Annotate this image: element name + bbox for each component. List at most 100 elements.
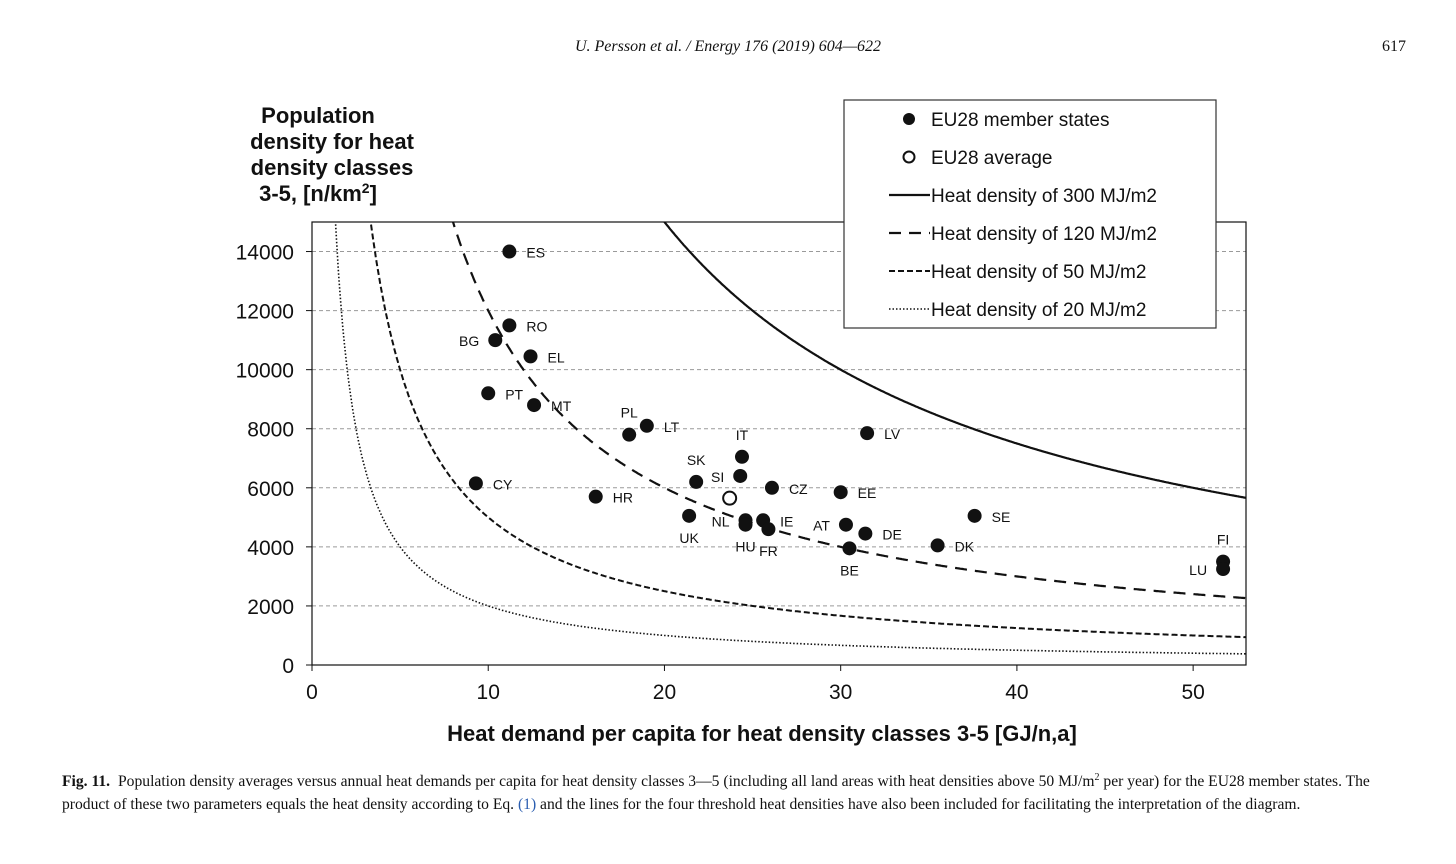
data-point-cz (764, 480, 779, 495)
data-point-si (733, 468, 748, 483)
legend-marker-filled-dot (903, 113, 915, 125)
data-point-label: PL (621, 405, 638, 421)
data-point-label: ES (526, 245, 545, 261)
y-tick-label: 12000 (236, 301, 294, 324)
data-point-label: IT (736, 427, 749, 443)
y-axis-label-line: Population (261, 103, 375, 128)
data-point-label: LV (884, 426, 901, 442)
data-point-es (502, 244, 517, 259)
y-axis-label-sup: 2 (362, 180, 370, 196)
data-point-label: FI (1217, 532, 1229, 548)
data-point-it (734, 449, 749, 464)
data-point-label: EL (548, 349, 565, 365)
y-axis-label: Population density for heat density clas… (250, 103, 414, 206)
threshold-curve-120 (451, 222, 1246, 600)
running-head: U. Persson et al. / Energy 176 (2019) 60… (574, 38, 882, 55)
data-point-label: SK (687, 452, 706, 468)
y-tick-label: 10000 (236, 360, 294, 383)
data-point-label: HR (613, 490, 633, 506)
legend-label: Heat density of 20 MJ/m2 (931, 300, 1146, 321)
data-point-label: CZ (789, 481, 808, 497)
data-point-label: LU (1189, 562, 1207, 578)
y-tick-label: 0 (282, 655, 294, 678)
data-point-label: SE (992, 509, 1011, 525)
data-point-label: AT (813, 518, 830, 534)
figure-caption: Fig. 11. Population density averages ver… (62, 770, 1412, 816)
caption-figure-label: Fig. 11. (62, 773, 111, 790)
legend-label: Heat density of 50 MJ/m2 (931, 262, 1146, 283)
data-point-pt (481, 386, 496, 401)
legend-marker-open-dot (902, 150, 916, 164)
y-tick-label: 4000 (247, 537, 294, 560)
page-header: U. Persson et al. / Energy 176 (2019) 60… (0, 38, 1456, 62)
caption-superscript: 2 (1094, 771, 1100, 783)
y-tick-label: 14000 (236, 242, 294, 265)
data-point-cy (468, 476, 483, 491)
plot-frame (311, 221, 1247, 666)
data-point-label: EE (858, 485, 877, 501)
y-tick-label: 6000 (247, 478, 294, 501)
data-point-label: DK (955, 538, 975, 554)
data-point-label: IE (780, 513, 793, 529)
x-tick-label: 10 (477, 681, 500, 704)
y-axis-label-line: 3-5, [n/km2] (259, 180, 377, 206)
threshold-curves (334, 222, 1246, 655)
data-point-fr (761, 522, 776, 537)
data-point-label: SI (711, 469, 724, 485)
data-point-ee (833, 485, 848, 500)
data-point-lu (1216, 562, 1231, 577)
data-point-mt (527, 398, 542, 413)
axes: 0 2000 4000 6000 8000 10000 12000 14000 0 10 20 30 4… (236, 242, 1205, 704)
data-point-label: MT (551, 398, 572, 414)
y-tick-label: 8000 (247, 419, 294, 442)
data-point-dk (930, 538, 945, 553)
eu28-average-point (722, 490, 738, 506)
data-point-se (967, 508, 982, 523)
caption-text: Population density averages versus annua… (118, 773, 1095, 790)
x-tick-label: 0 (306, 681, 318, 704)
data-point-pl (622, 427, 637, 442)
data-point-bg (488, 333, 503, 348)
data-point-label: HU (735, 539, 755, 555)
data-point-label: BE (840, 562, 859, 578)
data-point-label: RO (526, 318, 547, 334)
y-tick-label: 2000 (247, 596, 294, 619)
x-tick-label: 30 (829, 681, 852, 704)
y-axis-label-suffix: ] (370, 181, 377, 206)
threshold-curve-300 (663, 222, 1246, 499)
data-point-lv (860, 426, 875, 441)
data-point-sk (689, 474, 704, 489)
y-axis-label-line: density for heat (250, 129, 414, 154)
y-axis-label-line: density classes (251, 155, 414, 180)
data-points: ES RO BG EL PT MT PL LT IT LV SK SI CZ EE CY HR SE UK NL HU… (459, 244, 1231, 578)
legend-label: Heat density of 120 MJ/m2 (931, 224, 1157, 245)
data-point-label: CY (493, 476, 513, 492)
data-point-label: UK (679, 530, 699, 546)
threshold-curve-50 (369, 222, 1246, 639)
page-number: 617 (1382, 38, 1406, 55)
data-point-label: NL (712, 513, 730, 529)
x-axis-label: Heat demand per capita for heat density … (447, 721, 1077, 746)
data-point-be (842, 541, 857, 556)
data-point-label: DE (882, 527, 901, 543)
y-axis-label-prefix: 3-5, [n/km (259, 181, 362, 206)
data-point-hr (588, 489, 603, 504)
data-point-label: LT (664, 419, 680, 435)
figure-chart: Population density for heat density clas… (236, 99, 1247, 746)
data-point-label: PT (505, 386, 523, 402)
threshold-curve-20 (334, 222, 1246, 655)
data-point-el (523, 349, 538, 364)
data-point-lt (639, 418, 654, 433)
caption-text-end: and the lines for the four threshold hea… (536, 796, 1301, 813)
caption-text-continued: per year) for the EU28 member states. Th… (62, 773, 1370, 813)
legend: EU28 member states EU28 average Heat densi… (843, 99, 1217, 329)
legend-label: EU28 member states (931, 110, 1109, 131)
x-tick-label: 20 (653, 681, 676, 704)
equation-link[interactable]: (1) (517, 796, 537, 813)
data-point-label: BG (459, 333, 479, 349)
legend-label: EU28 average (931, 148, 1052, 169)
x-tick-label: 40 (1005, 681, 1028, 704)
data-point-de (858, 526, 873, 541)
data-point-ro (502, 318, 517, 333)
data-point-hu (738, 517, 753, 532)
